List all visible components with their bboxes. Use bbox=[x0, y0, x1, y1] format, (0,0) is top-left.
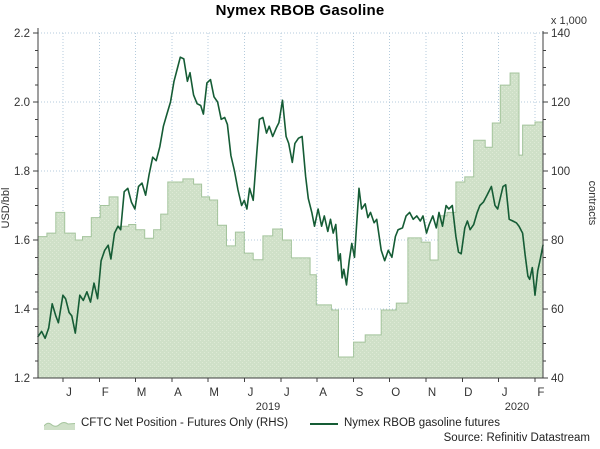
series-area-cftc-net-position bbox=[38, 73, 543, 378]
x-month-label: A bbox=[319, 387, 327, 399]
y-right-tick-label: 100 bbox=[551, 166, 570, 178]
area-swatch-icon bbox=[43, 422, 76, 430]
series-area-top-edge bbox=[38, 72, 543, 358]
y-left-tick-label: 1.2 bbox=[14, 373, 30, 385]
y-right-tick-label: 140 bbox=[551, 28, 570, 40]
x-month-label: M bbox=[137, 387, 147, 399]
x-month-label: M bbox=[209, 387, 219, 399]
x-month-label: J bbox=[66, 387, 72, 399]
x-month-label: J bbox=[248, 387, 254, 399]
y-right-tick-label: 40 bbox=[551, 373, 564, 385]
source-note: Source: Refinitiv Datastream bbox=[443, 432, 590, 444]
x-month-label: F bbox=[537, 387, 544, 399]
y-left-tick-label: 1.4 bbox=[14, 304, 31, 316]
x-month-label: N bbox=[428, 387, 436, 399]
y-left-tick-label: 1.6 bbox=[14, 235, 30, 247]
right-axis-label: contracts bbox=[586, 180, 598, 226]
chart-title: Nymex RBOB Gasoline bbox=[215, 2, 385, 19]
y-right-tick-label: 80 bbox=[551, 235, 564, 247]
x-month-label: A bbox=[174, 387, 182, 399]
y-right-tick-label: 120 bbox=[551, 97, 570, 109]
year-label-2020: 2020 bbox=[504, 401, 530, 413]
right-axis-multiplier: x 1,000 bbox=[550, 15, 587, 27]
y-right-tick-label: 60 bbox=[551, 304, 564, 316]
legend-line-swatch-icon bbox=[310, 423, 338, 425]
x-month-label: D bbox=[464, 387, 472, 399]
x-month-label: J bbox=[502, 387, 508, 399]
year-label-2019: 2019 bbox=[255, 401, 281, 413]
x-month-label: F bbox=[102, 387, 109, 399]
y-left-tick-label: 1.8 bbox=[14, 166, 30, 178]
legend-label-rbob-futures: Nymex RBOB gasoline futures bbox=[344, 417, 500, 429]
legend-label-cftc-net-position: CFTC Net Position - Futures Only (RHS) bbox=[81, 417, 289, 429]
series-line-rbob-futures bbox=[37, 56, 544, 340]
x-month-label: S bbox=[356, 387, 364, 399]
x-month-label: J bbox=[284, 387, 290, 399]
x-month-label: O bbox=[391, 387, 400, 399]
left-axis-label: USD/bbl bbox=[0, 187, 12, 229]
y-left-tick-label: 2.2 bbox=[14, 28, 30, 40]
y-left-tick-label: 2.0 bbox=[14, 97, 30, 109]
legend-area-swatch-icon bbox=[43, 417, 76, 435]
